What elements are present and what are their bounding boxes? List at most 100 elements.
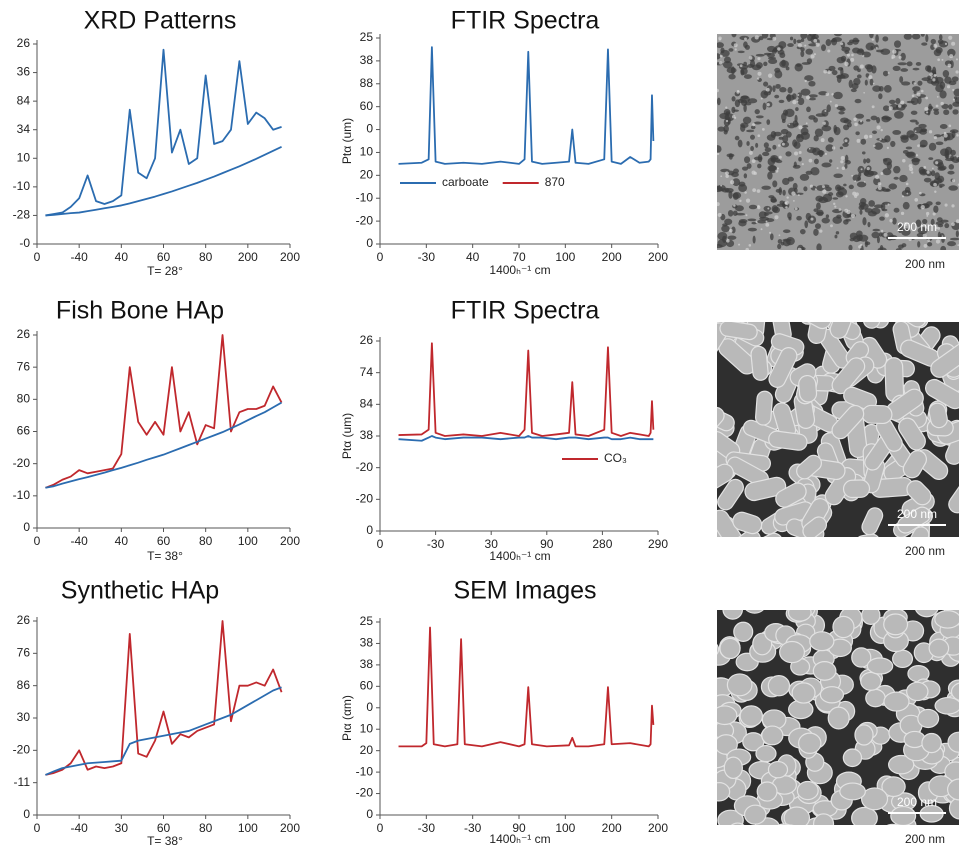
x-axis-label: 1400ₕ⁻¹ cm	[489, 549, 550, 563]
pore	[731, 96, 736, 102]
grain	[844, 61, 849, 67]
grain	[834, 205, 837, 208]
pore	[834, 234, 838, 239]
grain	[935, 161, 939, 165]
pore	[740, 95, 749, 100]
grain	[745, 247, 750, 250]
grain	[725, 171, 729, 176]
x-tick-label: 0	[34, 250, 41, 264]
pore	[940, 148, 950, 157]
pore	[721, 225, 730, 233]
particle	[761, 725, 784, 746]
pore	[726, 67, 737, 74]
pore	[938, 40, 949, 48]
particle	[890, 805, 917, 825]
pore	[782, 135, 789, 143]
pore	[892, 130, 902, 135]
pore	[855, 113, 865, 119]
pore	[843, 119, 852, 124]
pore	[883, 157, 893, 166]
grain	[830, 224, 833, 228]
pore	[911, 34, 921, 40]
pore	[850, 88, 857, 93]
grain	[744, 191, 747, 194]
pore	[745, 101, 752, 106]
grain	[733, 204, 736, 207]
pore	[724, 218, 733, 225]
pore	[915, 219, 922, 228]
grain	[756, 77, 760, 80]
pore	[848, 184, 854, 190]
pore	[813, 158, 819, 165]
y-tick-label: -11	[14, 775, 31, 789]
grain	[891, 54, 896, 59]
pore	[910, 110, 918, 115]
pore	[806, 58, 813, 64]
x-tick-label: 200	[238, 250, 258, 264]
pore	[781, 112, 787, 121]
pore	[951, 76, 959, 82]
pore	[734, 99, 741, 108]
grain	[797, 194, 800, 197]
grain	[754, 35, 759, 40]
grain	[851, 174, 854, 177]
series-line	[398, 626, 655, 748]
particle	[928, 402, 948, 429]
grain	[752, 123, 756, 127]
x-tick-label: 100	[238, 821, 258, 835]
x-tick-label: 30	[485, 537, 499, 551]
pore	[869, 78, 874, 86]
y-tick-label: 38	[360, 53, 374, 67]
pore	[814, 128, 824, 137]
grain	[784, 200, 789, 206]
grain	[920, 204, 925, 210]
grain	[765, 220, 768, 223]
particle	[851, 806, 878, 825]
grain	[836, 167, 839, 170]
scale-bar-label: 200 nm	[897, 795, 937, 809]
pore	[926, 201, 933, 206]
y-tick-label: 26	[17, 36, 31, 50]
scale-bar-label: 200 nm	[897, 220, 937, 234]
pore	[921, 42, 928, 46]
pore	[727, 235, 737, 240]
y-tick-label: 10	[360, 145, 374, 159]
pore	[848, 79, 853, 89]
pore	[824, 186, 832, 192]
grain	[846, 209, 851, 215]
y-tick-label: -20	[356, 492, 374, 506]
grain	[729, 228, 733, 233]
y-axis-label: Ptα (um)	[340, 413, 354, 459]
grain	[898, 55, 902, 59]
pore	[793, 141, 801, 149]
chart-title: Fish Bone HAp	[56, 297, 224, 325]
series-line	[398, 342, 655, 437]
pore	[732, 210, 738, 216]
grain	[909, 167, 914, 172]
pore	[821, 125, 832, 132]
grain	[905, 182, 909, 186]
grain	[804, 79, 807, 83]
y-tick-label: 76	[17, 646, 31, 660]
pore	[763, 142, 769, 149]
pore	[928, 142, 937, 151]
grain	[717, 202, 720, 207]
pore	[831, 69, 838, 76]
grain	[738, 243, 741, 246]
x-tick-label: 200	[648, 250, 668, 264]
pore	[833, 91, 843, 100]
series-line	[45, 401, 283, 489]
grain	[926, 170, 930, 174]
particle	[717, 406, 725, 431]
grain	[935, 239, 941, 244]
x-tick-label: 40	[115, 250, 129, 264]
pore	[923, 177, 932, 183]
pore	[895, 248, 902, 250]
grain	[840, 156, 845, 161]
pore	[928, 103, 933, 112]
pore	[852, 174, 861, 182]
grain	[933, 44, 938, 48]
y-tick-label: 60	[360, 99, 374, 113]
grain	[908, 164, 913, 168]
pore	[900, 52, 906, 61]
